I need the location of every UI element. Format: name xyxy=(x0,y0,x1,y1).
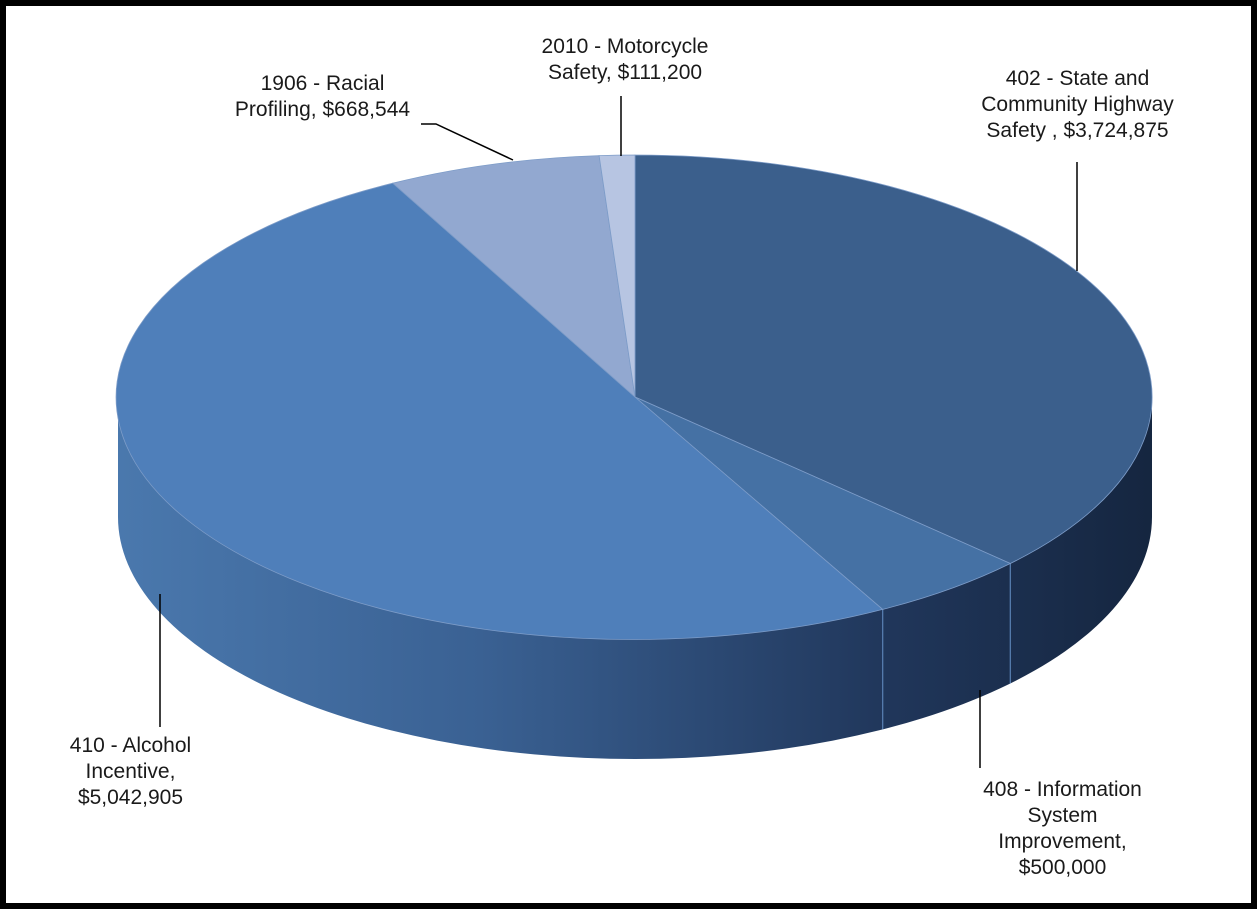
data-label-line: Incentive, xyxy=(85,760,176,783)
pie-slice-s410 xyxy=(115,182,884,640)
pie-slice-s408 xyxy=(634,396,1012,610)
data-label-line: Safety, $111,200 xyxy=(547,61,703,84)
data-label-s410: 410 - Alcohol Incentive, $5,042,905 xyxy=(28,733,233,811)
pie-top-slices xyxy=(115,154,1153,640)
data-label-line: $5,042,905 xyxy=(77,786,184,809)
data-label-line: 402 - State and xyxy=(1005,67,1150,90)
pie-slice-s2010 xyxy=(598,154,636,398)
data-label-s1906: 1906 - Racial Profiling, $668,544 xyxy=(215,71,430,123)
data-label-line: Profiling, $668,544 xyxy=(234,98,411,121)
data-label-line: 1906 - Racial xyxy=(260,72,385,95)
data-label-line: $500,000 xyxy=(1018,856,1107,879)
data-label-line: Safety , $3,724,875 xyxy=(986,119,1169,142)
leader-line-s1906 xyxy=(421,123,514,161)
pie-side-walls xyxy=(118,397,1152,759)
pie-slice-s1906 xyxy=(391,155,636,399)
data-label-line: 408 - Information xyxy=(983,778,1142,801)
data-label-line: Community Highway xyxy=(981,93,1174,116)
data-label-line: Improvement, xyxy=(998,830,1127,853)
data-label-line: 2010 - Motorcycle xyxy=(541,35,709,58)
data-label-s408: 408 - Information System Improvement, $500,… xyxy=(950,777,1175,881)
data-label-s2010: 2010 - Motorcycle Safety, $111,200 xyxy=(510,34,740,86)
leader-lines xyxy=(159,96,1078,768)
pie-side-wall xyxy=(118,397,1152,759)
data-label-s402: 402 - State and Community Highway Safety ,… xyxy=(975,66,1180,144)
pie-slice-s402 xyxy=(634,154,1153,564)
data-label-line: 410 - Alcohol xyxy=(69,734,192,757)
data-label-line: System xyxy=(1027,804,1098,827)
